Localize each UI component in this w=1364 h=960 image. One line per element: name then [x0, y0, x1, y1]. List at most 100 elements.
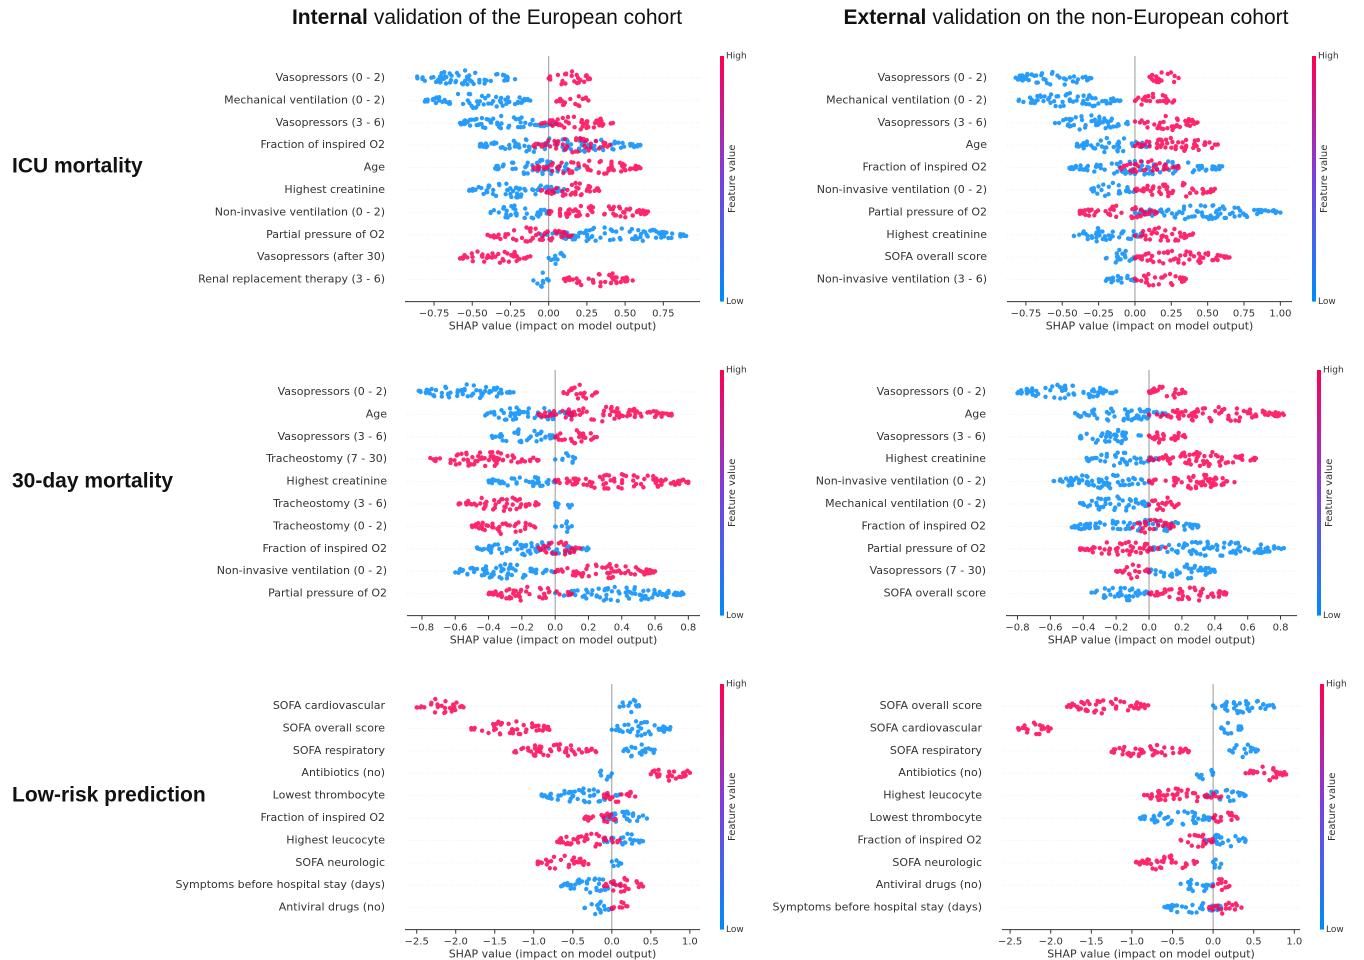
swarm	[1202, 787, 1248, 804]
x-tick-label: −0.8	[410, 623, 434, 634]
colorbar	[720, 684, 724, 930]
swarm	[1114, 562, 1152, 581]
x-tick-label: 0.0	[604, 937, 620, 948]
swarm	[601, 875, 646, 894]
x-tick-label: 0.25	[576, 309, 598, 320]
x-tick-label: 0.75	[652, 309, 674, 320]
swarm	[414, 696, 466, 716]
swarm	[1052, 113, 1130, 132]
feature-label: SOFA overall score	[885, 250, 988, 263]
swarm	[488, 203, 551, 221]
feature-label: Vasopressors (3 - 6)	[278, 430, 387, 443]
x-axis-label: SHAP value (impact on model output)	[449, 948, 657, 960]
swarm	[1146, 449, 1259, 469]
feature-label: SOFA overall score	[283, 721, 386, 734]
feature-label: Vasopressors (0 - 2)	[278, 385, 387, 398]
colorbar-low: Low	[1323, 611, 1341, 621]
swarm	[1210, 698, 1277, 716]
swarm	[1130, 517, 1176, 535]
x-tick-label: 0.4	[614, 623, 630, 634]
swarm	[601, 789, 638, 804]
swarm	[609, 900, 630, 911]
x-tick-label: −2.5	[405, 937, 429, 948]
column-title: External validation on the non-European c…	[844, 6, 1289, 29]
swarm	[609, 719, 673, 738]
swarm	[1132, 180, 1218, 199]
feature-label: SOFA cardiovascular	[273, 699, 386, 712]
feature-label: Age	[366, 407, 388, 420]
swarm	[1103, 273, 1138, 285]
colorbar-label: Feature value	[1324, 459, 1335, 527]
swarm	[538, 180, 602, 198]
swarm	[1146, 405, 1286, 424]
feature-label: Age	[965, 407, 987, 420]
feature-label: Vasopressors (3 - 6)	[878, 116, 987, 129]
colorbar-high: High	[726, 366, 747, 376]
colorbar-low: Low	[726, 611, 744, 621]
x-tick-label: −1.0	[522, 937, 546, 948]
swarm	[1141, 786, 1224, 804]
swarm	[535, 853, 591, 871]
feature-label: Non-invasive ventilation (3 - 6)	[817, 273, 987, 286]
swarm	[428, 450, 541, 469]
feature-label: Mechanical ventilation (0 - 2)	[825, 497, 986, 510]
swarm	[601, 831, 646, 847]
swarm	[1146, 562, 1217, 581]
x-tick-label: 0.8	[1273, 623, 1289, 634]
colorbar-high: High	[1326, 680, 1347, 690]
colorbar-label: Feature value	[727, 773, 738, 841]
feature-label: Highest creatinine	[885, 452, 986, 465]
swarm	[648, 767, 693, 783]
swarm	[546, 203, 651, 220]
x-tick-label: −0.4	[1071, 623, 1095, 634]
swarm	[553, 519, 574, 534]
colorbar-high: High	[1323, 366, 1344, 376]
swarm	[601, 809, 650, 824]
swarm	[538, 225, 689, 244]
swarm	[453, 562, 558, 581]
x-tick-label: −0.4	[476, 623, 500, 634]
feature-label: Age	[364, 161, 386, 174]
feature-label: Partial pressure of O2	[268, 587, 387, 600]
swarm	[546, 69, 593, 87]
row-label: Low-risk prediction	[12, 784, 206, 807]
x-tick-label: 1.00	[1269, 309, 1291, 320]
feature-label: SOFA neurologic	[892, 856, 982, 869]
swarm	[456, 495, 541, 513]
feature-label: Partial pressure of O2	[867, 542, 986, 555]
swarm	[1118, 158, 1181, 174]
x-tick-label: −0.6	[443, 623, 467, 634]
x-axis-label: SHAP value (impact on model output)	[450, 634, 658, 647]
feature-label: Fraction of inspired O2	[263, 542, 388, 555]
feature-label: Partial pressure of O2	[868, 205, 987, 218]
feature-label: Non-invasive ventilation (0 - 2)	[215, 205, 385, 218]
swarm	[1227, 742, 1260, 760]
feature-label: Lowest thrombocyte	[273, 789, 386, 802]
feature-label: SOFA overall score	[880, 699, 983, 712]
feature-label: Fraction of inspired O2	[862, 519, 987, 532]
x-tick-label: −0.25	[495, 309, 526, 320]
swarm	[1074, 135, 1152, 155]
swarm	[486, 584, 574, 603]
swarm	[555, 831, 622, 849]
swarm	[1133, 853, 1200, 872]
feature-label: Partial pressure of O2	[266, 228, 385, 241]
x-tick-label: −2.0	[1039, 937, 1063, 948]
feature-label: Mechanical ventilation (0 - 2)	[826, 93, 987, 106]
swarm	[1194, 767, 1216, 782]
title-bold: External	[844, 6, 927, 29]
feature-label: Vasopressors (0 - 2)	[878, 71, 987, 84]
colorbar-label: Feature value	[727, 459, 738, 527]
column-title: Internal validation of the European cohor…	[292, 6, 682, 29]
feature-label: Vasopressors (after 30)	[257, 250, 385, 263]
feature-label: SOFA overall score	[884, 587, 987, 600]
swarm	[1146, 430, 1188, 445]
swarm	[1089, 585, 1152, 603]
swarm	[553, 562, 658, 581]
feature-label: Antiviral drugs (no)	[876, 878, 982, 891]
swarm	[1072, 406, 1168, 423]
feature-label: Vasopressors (0 - 2)	[276, 71, 385, 84]
feature-label: Vasopressors (3 - 6)	[276, 116, 385, 129]
feature-label: Fraction of inspired O2	[261, 811, 386, 824]
feature-label: Age	[966, 138, 988, 151]
